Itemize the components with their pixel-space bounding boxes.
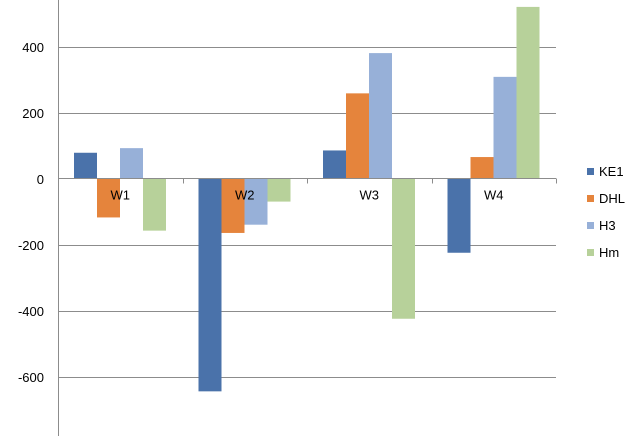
legend-swatch-hm [587, 249, 594, 256]
gridlines [58, 47, 556, 378]
legend-label: KE1 [599, 164, 624, 179]
x-category-label: W1 [111, 188, 131, 203]
bar-ke1-w4 [447, 178, 471, 253]
bar-hm-w1 [143, 178, 166, 231]
bar-dhl-w3 [346, 93, 369, 179]
bars [74, 6, 540, 392]
legend-swatch-dhl [587, 195, 594, 202]
bar-dhl-w2 [221, 178, 245, 233]
y-tick-label: 0 [37, 172, 44, 187]
y-tick-label: -400 [18, 304, 44, 319]
x-category-label: W4 [484, 188, 504, 203]
axes [58, 0, 557, 436]
y-tick-label: 200 [22, 106, 44, 121]
bar-h3-w1 [120, 148, 143, 179]
bar-ke1-w3 [323, 150, 346, 179]
legend-swatch-h3 [587, 222, 594, 229]
x-category-label: W2 [235, 188, 255, 203]
bar-h3-w3 [369, 53, 392, 179]
legend-label: H3 [599, 218, 616, 233]
y-axis-ticks: -600 -400 -200 0 200 400 [18, 40, 44, 385]
y-tick-label: -200 [18, 238, 44, 253]
legend-label: DHL [599, 191, 625, 206]
legend: KE1 DHL H3 Hm [587, 164, 625, 260]
bar-ke1-w2 [198, 178, 222, 392]
y-tick-label: -600 [18, 370, 44, 385]
bar-h3-w2 [244, 178, 268, 225]
bar-hm-w4 [516, 6, 540, 179]
legend-swatch-ke1 [587, 168, 594, 175]
x-axis-categories: W1 W2 W3 W4 [111, 188, 504, 203]
bar-h3-w4 [493, 76, 517, 179]
x-category-label: W3 [360, 188, 380, 203]
bar-hm-w2 [267, 178, 291, 202]
bar-ke1-w1 [74, 152, 97, 179]
bar-dhl-w1 [97, 178, 120, 218]
bar-hm-w3 [392, 178, 415, 319]
legend-label: Hm [599, 245, 619, 260]
bar-dhl-w4 [470, 157, 494, 179]
y-tick-label: 400 [22, 40, 44, 55]
